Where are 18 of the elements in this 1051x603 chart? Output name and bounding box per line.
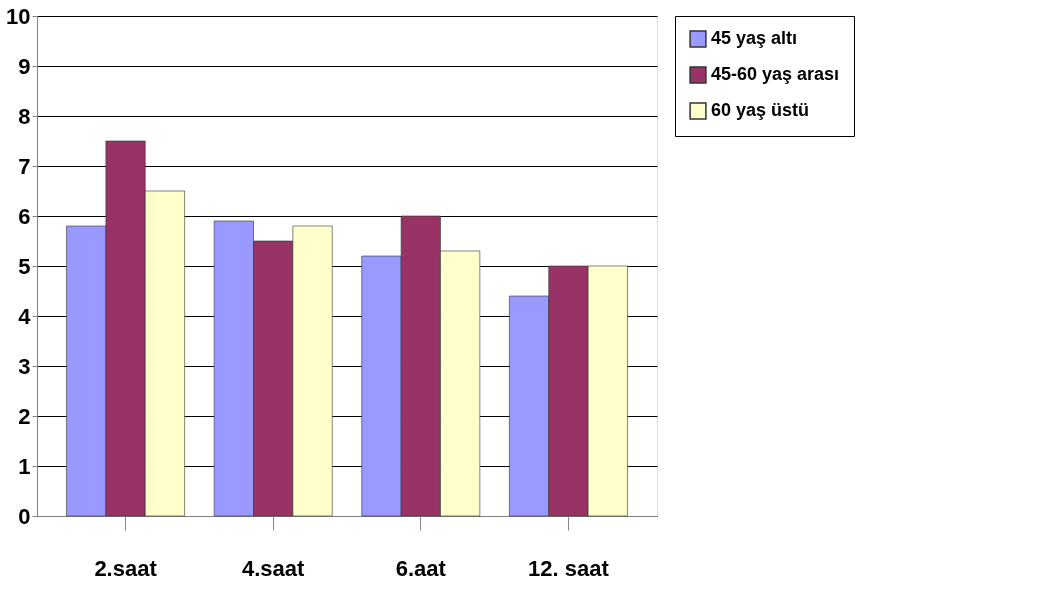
y-tick-label: 3 [18,353,31,379]
y-tick-label: 10 [6,3,31,29]
y-tick-label: 2 [18,403,31,429]
y-tick-label: 0 [18,503,31,529]
x-tick-label: 12. saat [528,555,610,581]
legend-label: 45 yaş altı [711,28,798,48]
y-tick-label: 6 [18,203,31,229]
legend-label: 45-60 yaş arası [711,64,840,84]
y-tick-label: 4 [18,303,32,329]
x-tick-label: 4.saat [242,555,306,581]
y-tick-label: 9 [18,53,31,79]
y-tick-label: 1 [18,453,31,479]
y-tick-label: 5 [18,253,31,279]
x-tick-label: 6.aat [395,555,447,581]
legend-label: 60 yaş üstü [711,100,810,120]
y-tick-label: 7 [18,153,31,179]
y-tick-label: 8 [18,103,31,129]
x-tick-label: 2.saat [94,555,158,581]
